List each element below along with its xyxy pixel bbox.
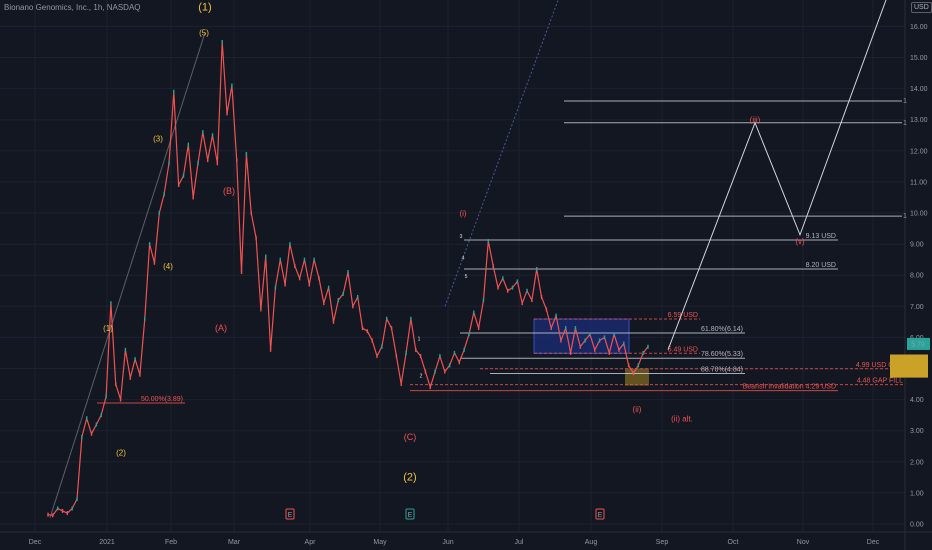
level-edge-mark: 1 [903, 213, 907, 220]
earnings-flag-label: E [288, 512, 293, 519]
x-tick-label: Jul [515, 539, 524, 546]
y-tick-label: 2.00 [910, 459, 924, 466]
wave-label: (C) [404, 432, 417, 442]
last-price-band [890, 354, 928, 378]
earnings-flag-label: E [598, 512, 603, 519]
y-tick-label: 4.00 [910, 397, 924, 404]
level-edge-mark: 1 [903, 120, 907, 127]
symbol-header: Bionano Genomics, Inc., 1h, NASDAQ [4, 3, 141, 12]
x-tick-label: Nov [797, 539, 810, 546]
wave-label: (v) [795, 237, 805, 246]
level-label: 6.59 USD [668, 312, 698, 319]
price-series-line [47, 41, 649, 516]
wave-label: 3 [460, 234, 463, 240]
x-tick-label: 2021 [99, 539, 115, 546]
earnings-flag-label: E [408, 512, 413, 519]
y-tick-label: 3.00 [910, 428, 924, 435]
wave-label: (iii) [750, 116, 761, 125]
trend-line [49, 32, 206, 518]
wave-label: (A) [215, 323, 227, 333]
level-label: 9.13 USD [806, 233, 836, 240]
fib-extension-line [444, 0, 559, 307]
x-tick-label: Dec [867, 539, 880, 546]
y-tick-label: 11.00 [910, 179, 927, 186]
last-price-tag [907, 337, 930, 350]
x-tick-label: Aug [585, 539, 598, 546]
wave-label: 5 [465, 274, 468, 280]
wave-label: (1) [103, 324, 113, 333]
wave-label: (i) [459, 209, 466, 218]
x-tick-label: Jun [442, 539, 453, 546]
wave-label: (ii) [633, 405, 642, 414]
wave-projection-path [667, 0, 887, 351]
earnings-flag [405, 508, 415, 520]
y-tick-label: 9.00 [910, 242, 924, 249]
level-label: 4.99 USD GAP [856, 362, 903, 369]
x-tick-label: Dec [29, 539, 42, 546]
x-tick-label: Apr [305, 539, 317, 546]
level-label: Bearish Invalidation 4.29 USD [743, 384, 836, 391]
wave-label: 4 [462, 256, 465, 262]
wave-label: (ii) alt. [671, 414, 693, 423]
y-tick-label: 1.00 [910, 490, 924, 497]
y-tick-label: 12.00 [910, 148, 928, 155]
x-tick-label: Mar [228, 539, 241, 546]
x-tick-label: Oct [728, 539, 739, 546]
wave-label: (4) [163, 262, 173, 271]
level-label: 50.00%(3.89) [141, 396, 183, 403]
earnings-flag [595, 508, 605, 520]
level-label: 88.70%(4.84) [701, 366, 743, 373]
level-label: 61.80%(6.14) [701, 326, 743, 333]
last-price-label: 5.79 [911, 341, 925, 348]
gap-zone [625, 368, 649, 386]
wave-label: (2) [403, 471, 416, 483]
y-tick-label: 15.00 [910, 55, 928, 62]
level-label: 78.60%(5.33) [701, 351, 743, 358]
x-tick-label: May [373, 539, 387, 546]
y-tick-label: 7.00 [910, 304, 924, 311]
x-tick-label: Sep [656, 539, 669, 546]
y-tick-label: 14.00 [910, 86, 928, 93]
wave-label: 1 [418, 336, 421, 342]
wave-label: (3) [153, 134, 163, 143]
level-label: 8.20 USD [806, 262, 836, 269]
earnings-flag [285, 508, 295, 520]
wave-label: 2 [420, 374, 423, 380]
y-tick-label: 13.00 [910, 117, 928, 124]
y-tick-label: 8.00 [910, 273, 924, 280]
wave-label: (B) [223, 186, 235, 196]
wave-label: (5) [199, 29, 209, 38]
y-tick-label: 10.00 [910, 211, 928, 218]
wave-label: (2) [116, 448, 126, 457]
level-label: 4.48 GAP FILL [857, 378, 903, 385]
x-tick-label: Feb [165, 539, 177, 546]
y-tick-label: 16.00 [910, 24, 928, 31]
wave-label: (1) [198, 2, 211, 14]
y-tick-label: 0.00 [910, 522, 924, 529]
level-label: 5.49 USD [668, 346, 698, 353]
currency-button[interactable]: USD [911, 2, 932, 13]
level-edge-mark: 1 [903, 98, 907, 105]
